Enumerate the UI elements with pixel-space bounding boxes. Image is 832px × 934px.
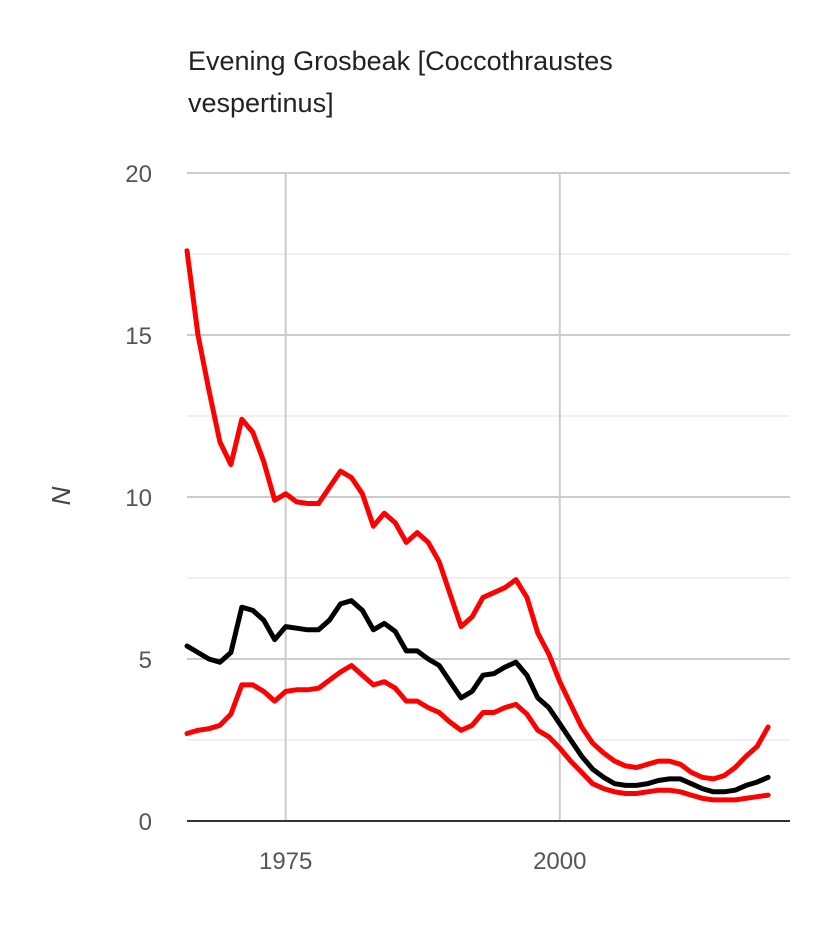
series-line-upper: [184, 248, 771, 782]
x-tick-label: 1975: [259, 848, 312, 875]
series: [184, 248, 771, 803]
y-tick-label: 20: [125, 161, 152, 188]
series-line-index: [184, 598, 771, 795]
y-axis-label: N: [46, 486, 76, 505]
chart-title-line-2: vespertinus]: [188, 88, 334, 118]
y-tick-label: 15: [125, 323, 152, 350]
x-tick-label: 2000: [533, 848, 586, 875]
y-tick-label: 0: [139, 809, 152, 836]
y-tick-label: 5: [139, 647, 152, 674]
series-line-lower: [184, 663, 771, 803]
chart-title-line-1: Evening Grosbeak [Coccothraustes: [188, 46, 613, 76]
axis-ticks: 0 5 10 15 20 1975 2000: [125, 161, 586, 875]
y-tick-label: 10: [125, 485, 152, 512]
